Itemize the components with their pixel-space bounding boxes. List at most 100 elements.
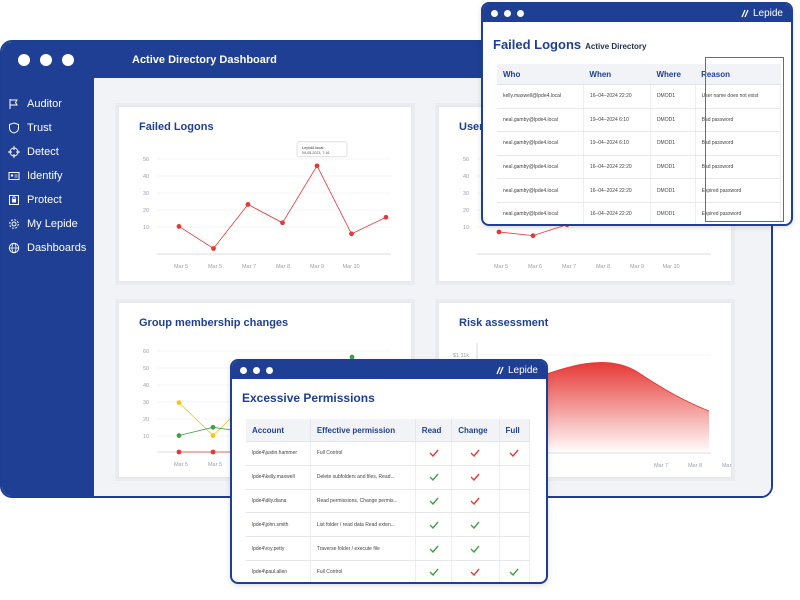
window-controls (2, 54, 74, 66)
x-tick-label: Mar 5 (208, 462, 222, 468)
check-cell (415, 489, 453, 514)
lepide-logo-icon (741, 9, 750, 18)
window-controls (232, 366, 273, 374)
close-dot[interactable] (491, 9, 498, 17)
sidebar-item-detect[interactable]: Detect (2, 140, 94, 164)
table-row[interactable]: lpde4\justin.hammer Full Control (246, 441, 531, 466)
permissions-table: Account Effective permission Read Change Ful… (246, 419, 531, 582)
group-red-point[interactable] (210, 449, 216, 455)
failed-logons-chart: 50 40 30 20 10 Mar 5 Mar 5 Mar 7 Mar 8 Mar 9 Mar 1… (143, 141, 391, 270)
who-cell: neal.gamby@lpde4.local (497, 155, 584, 180)
group-green-point[interactable] (349, 354, 355, 360)
group-yellow-point[interactable] (210, 433, 216, 438)
popup-title: Failed Logons (493, 37, 582, 52)
x-tick-label: Mar 9 (310, 264, 324, 270)
table-row[interactable]: lpde4\roy.petty Traverse folder / execute… (246, 536, 531, 561)
sidebar-item-identify[interactable]: Identify (2, 164, 94, 188)
table-row[interactable]: lpde4\kelly.maxwell Delete subfolders and… (246, 465, 531, 490)
failed-logons-point[interactable] (314, 163, 320, 169)
empty-cell (499, 512, 531, 538)
sidebar-item-protect[interactable]: Protect (2, 188, 94, 212)
users-point[interactable] (530, 233, 536, 239)
check-cell (451, 536, 500, 561)
empty-cell (499, 465, 531, 490)
when-cell: 16–04–2024 22:20 (583, 202, 651, 224)
window-controls (483, 9, 524, 17)
reason-cell: Expired password (695, 178, 782, 203)
where-cell: DMOD1 (650, 84, 696, 109)
y-tick-label: 40 (463, 174, 469, 180)
y-tick-label: 10 (463, 225, 469, 231)
check-cell (415, 560, 453, 582)
where-cell: DMOD1 (650, 202, 696, 224)
table-row[interactable]: neal.gamby@lpde4.local 19–04–2024 6:10 DMO… (497, 108, 782, 133)
account-cell: lpde4\paul.allen (246, 560, 311, 582)
sidebar-item-my-lepide[interactable]: My Lepide (2, 212, 94, 236)
y-tick-label: 20 (143, 208, 149, 214)
x-tick-label: Mar 7 (242, 264, 256, 270)
group-green-point[interactable] (210, 424, 216, 430)
check-icon (429, 521, 439, 529)
lepide-logo: Lepide (496, 365, 546, 376)
maximize-dot[interactable] (517, 9, 524, 17)
table-row[interactable]: lpde4\dily.diana Read permissions, Change… (246, 489, 531, 514)
empty-cell (499, 489, 531, 514)
reason-cell: User name does not exist (695, 84, 782, 109)
failed-logons-popup: Lepide Failed Logons Active Directory Who… (481, 2, 793, 226)
group-yellow-point[interactable] (176, 400, 182, 406)
sidebar-item-label: Protect (27, 194, 62, 206)
reason-cell: Bad password (695, 131, 782, 156)
table-row[interactable]: neal.gamby@lpde4.local 16–04–2024 22:20 DM… (497, 202, 782, 224)
when-cell: 16–04–2024 22:20 (583, 155, 651, 180)
close-dot[interactable] (240, 366, 247, 374)
account-cell: lpde4\dily.diana (246, 489, 311, 514)
table-row[interactable]: neal.gamby@lpde4.local 16–04–2024 22:20 DM… (497, 178, 782, 203)
failed-logons-point[interactable] (245, 202, 251, 207)
group-red-point[interactable] (176, 449, 182, 455)
column-header: When (583, 64, 651, 85)
where-cell: DMOD1 (650, 178, 696, 203)
sidebar-item-label: My Lepide (27, 218, 78, 230)
sidebar-item-trust[interactable]: Trust (2, 116, 94, 140)
sidebar-item-label: Auditor (27, 98, 62, 110)
minimize-dot[interactable] (253, 366, 260, 374)
failed-logons-point[interactable] (176, 224, 182, 229)
popup-titlebar: Lepide (232, 361, 546, 379)
table-row[interactable]: lpde4\paul.allen Full Control (246, 560, 531, 582)
sidebar-item-auditor[interactable]: Auditor (2, 92, 94, 116)
popup-heading: Failed Logons Active Directory (493, 36, 646, 54)
where-cell: DMOD1 (650, 108, 696, 133)
table-row[interactable]: kelly.maxwell@lpde4.local 16–04–2024 22:2… (497, 84, 782, 109)
failed-logons-line (178, 165, 387, 250)
close-dot[interactable] (18, 54, 30, 66)
shield-icon (8, 122, 20, 134)
minimize-dot[interactable] (40, 54, 52, 66)
x-tick-label: Mar 8 (596, 264, 610, 270)
failed-logons-point[interactable] (211, 246, 216, 251)
group-green-point[interactable] (176, 433, 182, 438)
y-tick-label: 40 (143, 174, 149, 180)
minimize-dot[interactable] (504, 9, 511, 17)
maximize-dot[interactable] (62, 54, 74, 66)
y-tick-label: 30 (143, 191, 149, 197)
who-cell: kelly.maxwell@lpde4.local (497, 84, 584, 109)
users-point[interactable] (496, 229, 502, 235)
check-icon (470, 568, 480, 577)
maximize-dot[interactable] (266, 366, 273, 374)
column-header: Reason (695, 64, 781, 85)
table-row[interactable]: neal.gamby@lpde4.local 19–04–2024 6:10 DMO… (497, 131, 782, 156)
who-cell: neal.gamby@lpde4.local (497, 202, 584, 224)
tooltip-box (296, 141, 348, 158)
gear-icon (8, 218, 20, 230)
when-cell: 19–04–2024 6:10 (583, 108, 651, 133)
table-row[interactable]: neal.gamby@lpde4.local 16–04–2024 22:20 DM… (497, 155, 782, 180)
failed-logons-point[interactable] (349, 231, 354, 237)
column-header: Effective permission (310, 419, 416, 442)
failed-logons-point[interactable] (383, 214, 389, 220)
sidebar-item-label: Detect (27, 146, 59, 158)
failed-logons-point[interactable] (280, 220, 285, 226)
sidebar-item-dashboards[interactable]: Dashboards (2, 236, 94, 260)
table-row[interactable]: lpde4\john.smith List folder / read data … (246, 512, 531, 538)
sidebar-item-label: Trust (27, 122, 52, 134)
globe-icon (8, 242, 20, 254)
